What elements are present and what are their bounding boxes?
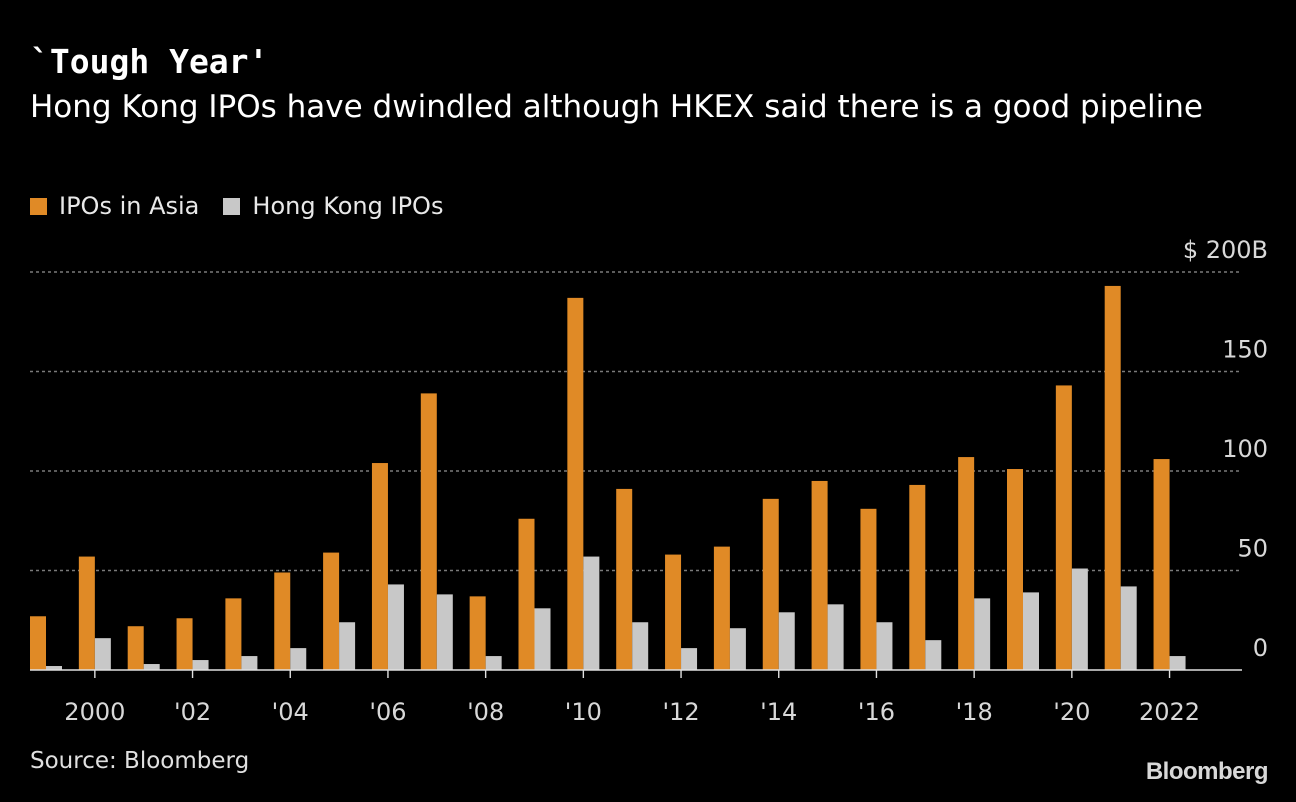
x-tick-label: 2000 — [64, 698, 125, 726]
bar-hongkong — [583, 556, 600, 670]
bar-asia — [469, 596, 486, 670]
x-tick-label: '06 — [369, 698, 406, 726]
bar-hongkong — [925, 640, 942, 670]
bar-asia — [909, 484, 926, 670]
bar-asia — [274, 572, 291, 670]
bar-hongkong — [1120, 586, 1137, 670]
bar-asia — [30, 616, 46, 670]
bar-hongkong — [339, 622, 356, 670]
x-tick-label: '12 — [662, 698, 699, 726]
bar-hongkong — [436, 594, 453, 670]
bar-hongkong — [485, 656, 502, 670]
chart-subtitle: Hong Kong IPOs have dwindled although HK… — [30, 89, 1204, 125]
bar-asia — [567, 297, 584, 670]
y-tick-label: 150 — [1222, 336, 1268, 364]
x-tick-label: '08 — [467, 698, 504, 726]
bar-hongkong — [974, 598, 991, 670]
bar-asia — [860, 508, 877, 670]
bloomberg-logo: Bloomberg — [1145, 758, 1269, 785]
legend-label-hongkong: Hong Kong IPOs — [252, 192, 444, 220]
bar-asia — [665, 554, 682, 670]
bar-hongkong — [290, 648, 307, 670]
x-tick-label: '04 — [272, 698, 309, 726]
bar-hongkong — [632, 622, 649, 670]
x-tick-label: '18 — [956, 698, 993, 726]
y-tick-label: 50 — [1237, 535, 1268, 563]
bar-hongkong — [94, 638, 111, 670]
bar-hongkong — [534, 608, 551, 670]
x-tick-label: '20 — [1053, 698, 1090, 726]
x-tick-label: 2022 — [1139, 698, 1200, 726]
bar-hongkong — [778, 612, 795, 670]
x-tick-label: '10 — [565, 698, 602, 726]
bar-asia — [420, 393, 437, 670]
y-tick-label: $ 200B — [1183, 236, 1268, 264]
chart-title: `Tough Year' — [30, 42, 269, 81]
bar-hongkong — [143, 664, 160, 670]
legend-swatch-asia — [30, 197, 47, 215]
bar-asia — [616, 488, 633, 670]
bar-asia — [762, 498, 779, 670]
bar-hongkong — [387, 584, 404, 670]
bar-asia — [127, 626, 144, 670]
source-note: Source: Bloomberg — [30, 748, 250, 774]
bar-hongkong — [241, 656, 258, 670]
bar-hongkong — [827, 604, 844, 670]
y-tick-label: 0 — [1253, 634, 1268, 662]
bar-asia — [811, 480, 828, 670]
x-tick-label: '14 — [760, 698, 797, 726]
bar-hongkong — [681, 648, 698, 670]
y-tick-label: 100 — [1222, 435, 1268, 463]
legend-label-asia: IPOs in Asia — [59, 192, 200, 220]
bar-hongkong — [192, 660, 209, 670]
bar-asia — [176, 618, 193, 670]
bar-asia — [518, 518, 535, 670]
bar-asia — [958, 457, 975, 670]
x-tick-label: '16 — [858, 698, 895, 726]
legend-item-asia: IPOs in Asia — [30, 192, 199, 220]
bar-asia — [713, 546, 730, 670]
bar-asia — [1055, 385, 1072, 670]
bar-asia — [1007, 469, 1023, 670]
bar-asia — [371, 463, 388, 670]
bar-asia — [1153, 459, 1170, 670]
bar-hongkong — [1023, 592, 1039, 670]
bar-asia — [1104, 285, 1121, 670]
legend-swatch-hongkong — [223, 197, 241, 215]
x-tick-label: '02 — [174, 698, 211, 726]
legend: IPOs in Asia Hong Kong IPOs — [30, 192, 467, 220]
bar-hongkong — [729, 628, 746, 670]
legend-item-hongkong: Hong Kong IPOs — [223, 192, 443, 220]
bar-hongkong — [876, 622, 893, 670]
bar-asia — [323, 552, 340, 670]
bar-hongkong — [1169, 656, 1186, 670]
bar-hongkong — [46, 666, 62, 670]
bar-asia — [225, 598, 242, 670]
bar-hongkong — [1071, 568, 1088, 670]
bar-asia — [78, 556, 95, 670]
